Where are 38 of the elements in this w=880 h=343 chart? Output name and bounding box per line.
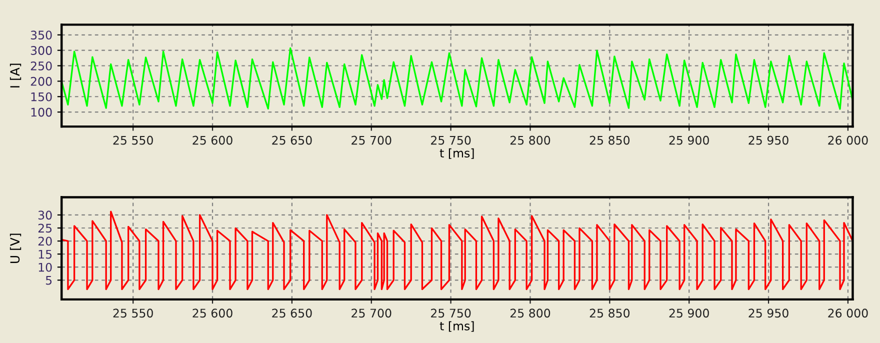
y-tick-label: 350 [30,30,52,40]
x-tick-label: 25 550 [113,308,153,318]
y-tick-label: 300 [30,46,52,55]
y-tick-label: 15 [38,250,52,259]
x-tick-label: 25 850 [590,136,630,145]
x-axis-title: t [ms] [440,321,474,332]
x-tick-label: 25 900 [669,308,709,318]
y-tick-label: 200 [30,76,52,86]
y-tick-label: 25 [38,224,52,233]
y-tick-label: 20 [38,236,52,246]
line-series [62,47,853,110]
line-series [62,210,853,290]
x-tick-label: 25 800 [510,136,550,145]
y-tick-label: 5 [46,276,52,285]
x-tick-label: 25 800 [510,308,550,318]
y-axis-title: I [A] [10,64,22,88]
x-tick-label: 25 850 [590,308,630,318]
x-tick-label: 25 650 [272,308,312,318]
x-tick-label: 25 600 [192,308,232,318]
x-axis-title: t [ms] [440,148,474,159]
x-tick-label: 25 700 [352,308,392,318]
x-tick-label: 26 000 [828,136,868,145]
y-tick-label: 250 [30,61,52,70]
x-tick-label: 25 650 [272,136,312,145]
x-tick-label: 26 000 [828,308,868,318]
y-tick-label: 10 [38,262,52,272]
y-tick-label: 30 [38,210,52,220]
x-tick-label: 25 600 [192,136,232,145]
y-tick-label: 150 [31,92,52,102]
x-tick-label: 25 900 [669,136,709,145]
x-tick-label: 25 950 [748,136,788,145]
x-tick-label: 25 750 [431,136,471,145]
x-tick-label: 25 950 [748,308,788,318]
y-tick-label: 100 [31,108,52,117]
x-tick-label: 25 700 [352,136,392,145]
y-axis-title: U [V] [10,234,22,263]
x-tick-label: 25 750 [431,308,471,318]
x-tick-label: 25 550 [113,136,153,145]
